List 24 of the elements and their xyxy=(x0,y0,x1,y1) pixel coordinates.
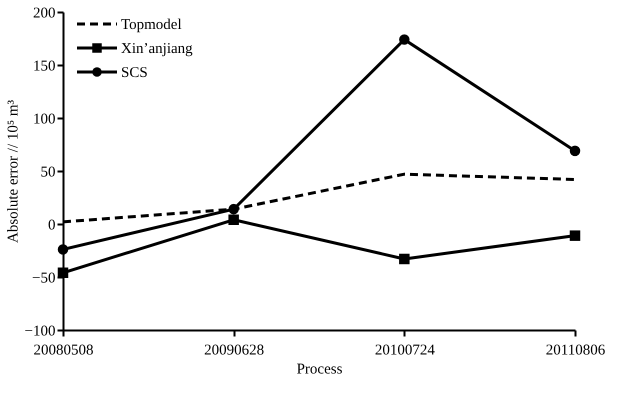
y-tick-label: −50 xyxy=(32,270,56,286)
x-tick-label: 20100724 xyxy=(374,342,436,358)
y-tick-label: 150 xyxy=(33,58,56,74)
point xyxy=(399,254,410,264)
x-tick-label: 20110806 xyxy=(546,342,606,358)
legend-label: Topmodel xyxy=(121,17,182,33)
y-tick-label: 0 xyxy=(48,218,56,234)
point xyxy=(58,268,68,278)
y-tick-label: 50 xyxy=(40,164,56,180)
x-axis-title: Process xyxy=(296,362,343,378)
legend-label: SCS xyxy=(121,65,148,81)
y-axis-title: Absolute error // 10⁵ m³ xyxy=(6,99,22,244)
legend-label: Xin’anjiang xyxy=(121,41,194,57)
point xyxy=(399,34,410,45)
point xyxy=(570,230,580,241)
x-tick-label: 20080508 xyxy=(34,342,94,358)
point xyxy=(228,204,239,214)
y-tick-label: 100 xyxy=(33,112,56,128)
x-tick-label: 20090628 xyxy=(204,342,264,358)
point xyxy=(228,214,239,226)
point xyxy=(570,146,580,156)
point xyxy=(58,244,68,255)
y-tick-label: 200 xyxy=(33,6,56,22)
y-tick-label: −100 xyxy=(24,324,56,340)
